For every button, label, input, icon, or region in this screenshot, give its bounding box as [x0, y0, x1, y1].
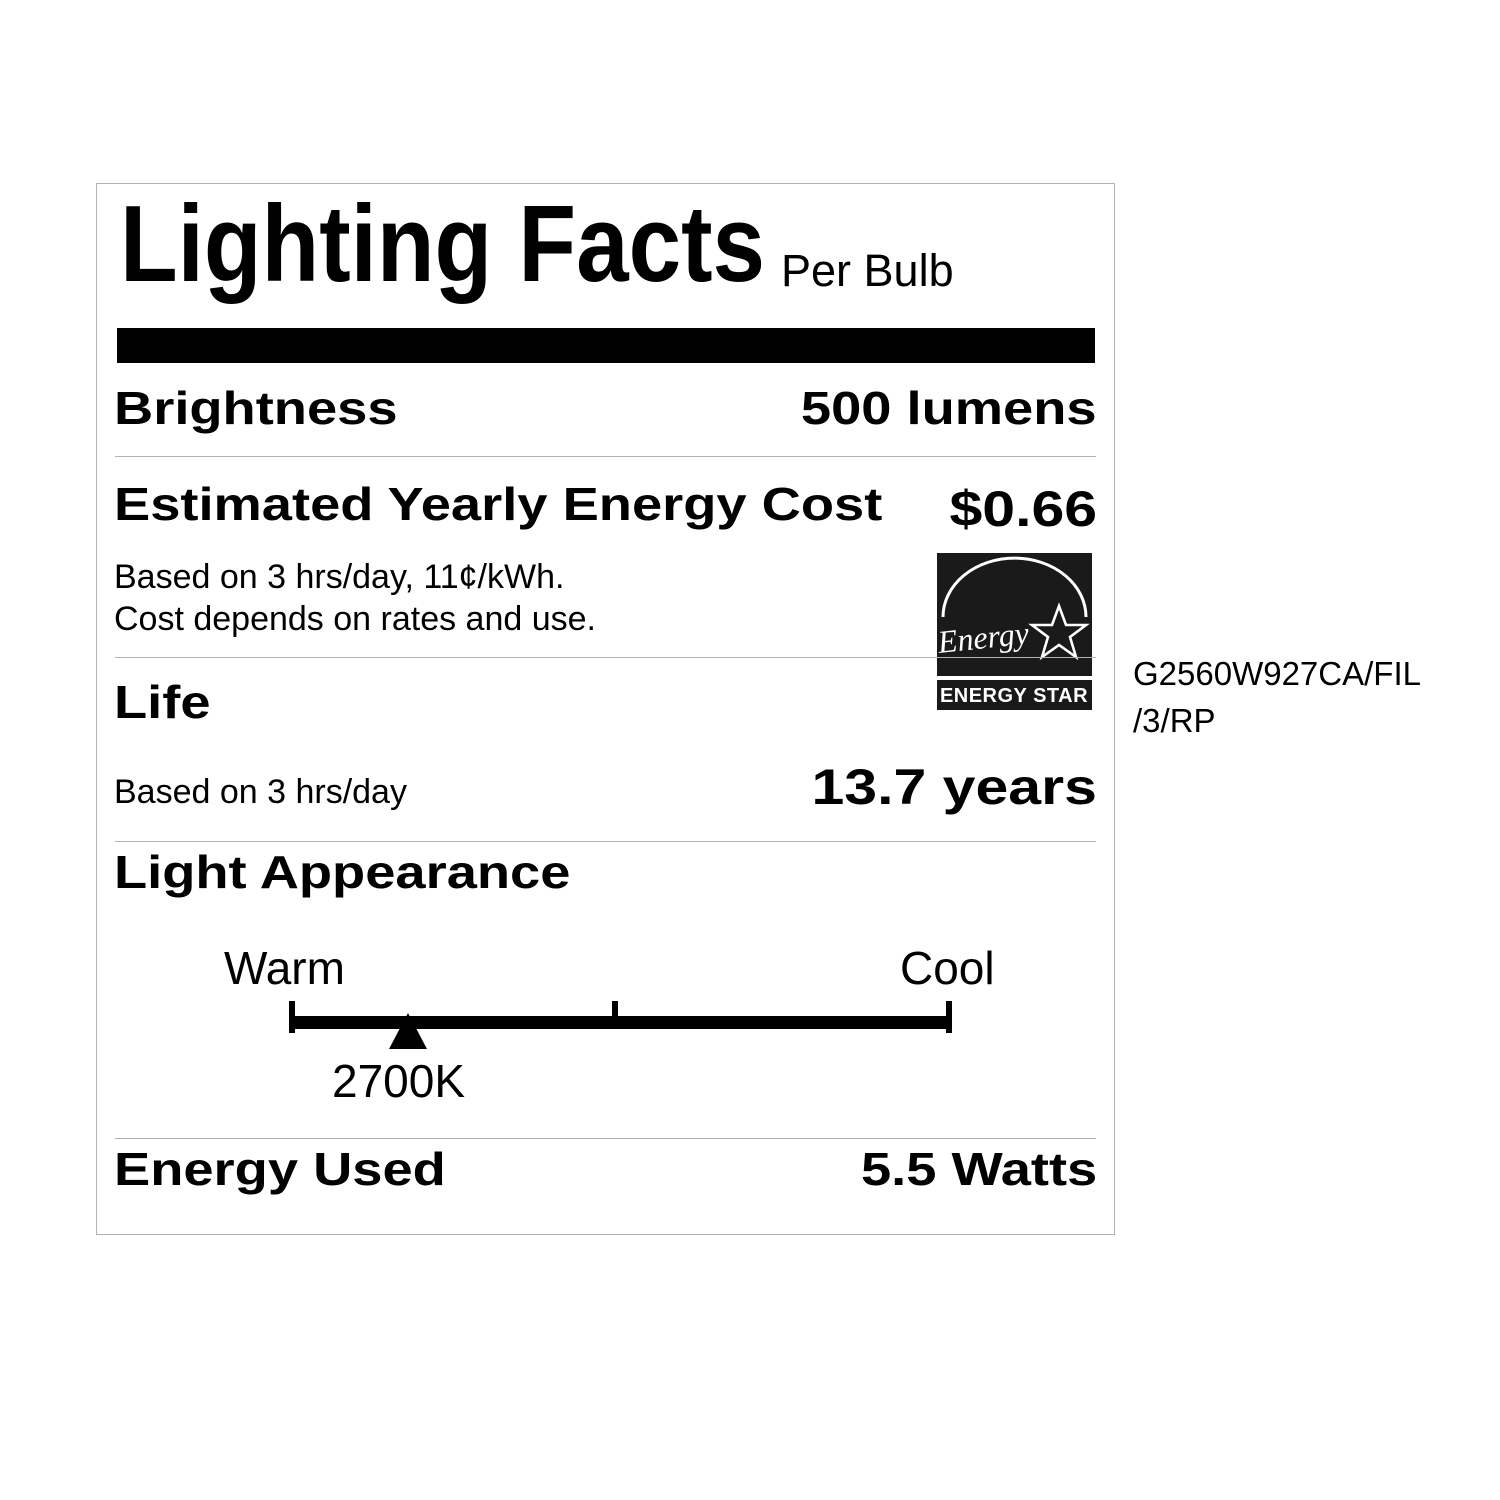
svg-text:ENERGY STAR: ENERGY STAR [940, 685, 1088, 707]
